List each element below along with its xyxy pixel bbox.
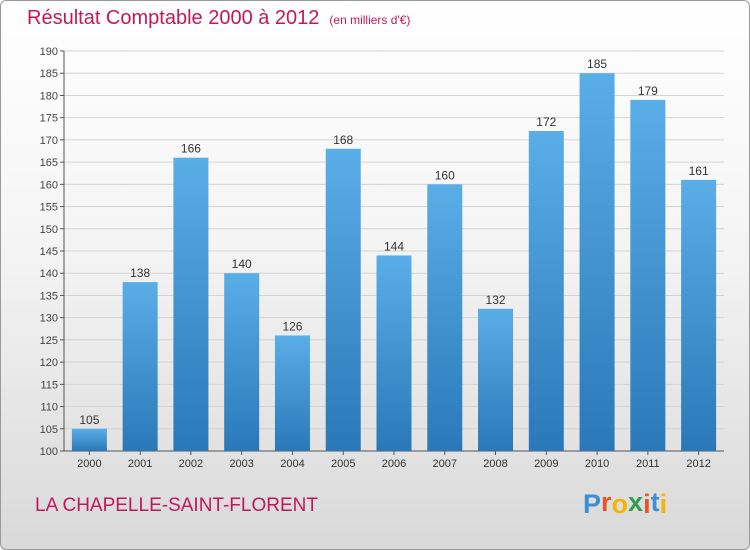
chart-title: Résultat Comptable 2000 à 2012 (en millie…	[27, 7, 410, 30]
y-tick-label: 110	[40, 402, 58, 414]
data-label-2003: 140	[232, 257, 252, 271]
data-label-2006: 144	[384, 239, 404, 253]
x-tick-label: 2006	[382, 458, 406, 470]
data-label-2000: 105	[79, 413, 99, 427]
chart-title-text: Résultat Comptable 2000 à 2012	[27, 7, 320, 29]
x-tick-label: 2005	[331, 458, 355, 470]
y-tick-label: 105	[40, 424, 58, 436]
data-label-2012: 161	[689, 164, 709, 178]
data-labels: 105 138 166 140 126 168 144 160 132 172 185 179 161	[79, 57, 709, 427]
data-label-2002: 166	[181, 142, 201, 156]
y-tick-label: 140	[40, 268, 58, 280]
logo-letter: i	[643, 489, 651, 519]
city-name: LA CHAPELLE-SAINT-FLORENT	[35, 495, 318, 516]
y-tick-label: 135	[40, 290, 58, 302]
data-label-2004: 126	[282, 319, 302, 333]
x-tick-label: 2010	[585, 458, 609, 470]
bar-2005	[325, 148, 361, 451]
logo-letter: x	[628, 487, 644, 517]
x-tick-label: 2004	[280, 458, 304, 470]
bar-2006	[376, 255, 412, 451]
x-tick-label: 2009	[534, 458, 558, 470]
logo-letter: r	[601, 487, 612, 517]
bar-2000	[71, 428, 107, 451]
bar-2009	[528, 131, 564, 451]
y-tick-label: 150	[40, 224, 58, 236]
y-tick-label: 125	[40, 335, 58, 347]
data-label-2010: 185	[587, 57, 607, 71]
x-tick-label: 2007	[433, 458, 457, 470]
logo-letter: P	[583, 489, 602, 519]
bar-2001	[122, 282, 158, 451]
bar-2004	[274, 335, 310, 451]
y-tick-label: 100	[40, 446, 58, 458]
bars	[71, 73, 717, 452]
x-tick-label: 2001	[128, 458, 152, 470]
y-tick-label: 130	[40, 313, 58, 325]
proxiti-logo: Proxiti	[583, 487, 668, 520]
x-tick-label: 2003	[229, 458, 253, 470]
data-label-2009: 172	[536, 115, 556, 129]
y-tick-label: 120	[40, 357, 58, 369]
data-label-2008: 132	[486, 293, 506, 307]
bar-2012	[681, 179, 717, 451]
data-label-2007: 160	[435, 168, 455, 182]
logo-letter: t	[650, 487, 660, 517]
y-tick-label: 185	[40, 68, 58, 80]
bar-2008	[478, 308, 514, 451]
y-tick-label: 175	[40, 113, 58, 125]
chart-subtitle: (en milliers d'€)	[329, 13, 411, 27]
y-tick-label: 145	[40, 246, 58, 258]
x-tick-label: 2012	[686, 458, 710, 470]
bar-2011	[630, 99, 666, 451]
data-label-2001: 138	[130, 266, 150, 280]
y-tick-label: 160	[40, 179, 58, 191]
x-tick-label: 2008	[483, 458, 507, 470]
logo-letter: o	[611, 489, 629, 519]
bar-2010	[579, 73, 615, 451]
data-label-2011: 179	[638, 84, 658, 98]
x-tick-label: 2000	[77, 458, 101, 470]
y-tick-label: 115	[40, 379, 58, 391]
y-tick-label: 165	[40, 157, 58, 169]
bar-2003	[224, 273, 260, 451]
x-tick-label: 2011	[636, 458, 660, 470]
logo-letter: i	[659, 489, 668, 519]
y-tick-label: 190	[40, 46, 58, 58]
bar-2007	[427, 184, 463, 452]
y-tick-label: 180	[40, 90, 58, 102]
x-tick-label: 2002	[179, 458, 203, 470]
data-label-2005: 168	[333, 133, 353, 147]
bar-2002	[173, 157, 209, 451]
y-tick-label: 155	[40, 202, 58, 214]
y-tick-label: 170	[40, 135, 58, 147]
